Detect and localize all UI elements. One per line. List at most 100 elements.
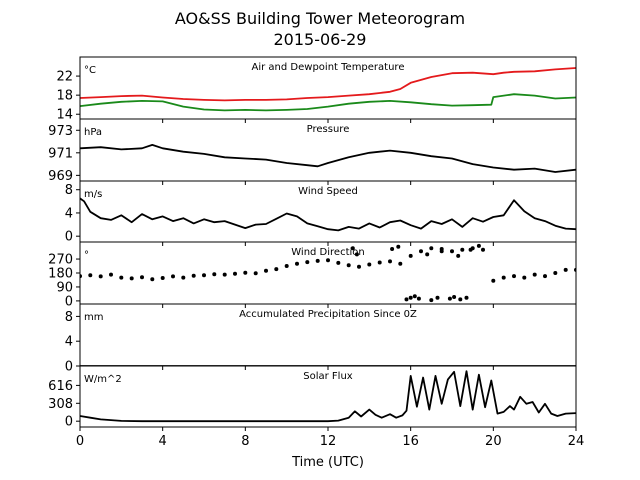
data-point [367,262,372,267]
panel-title: Pressure [307,124,350,135]
y-tick-label: 0 [65,230,73,245]
data-point [202,273,206,278]
data-point [435,295,440,300]
series-line-2-0 [80,197,576,232]
data-point [140,275,144,280]
data-point [305,260,310,265]
y-tick-label: 270 [48,253,73,268]
data-point [150,277,155,282]
panel-unit: ° [84,250,89,261]
data-point [191,273,196,278]
data-point [456,253,461,258]
data-point [222,272,227,277]
data-point [354,252,359,257]
data-point [532,272,537,277]
x-tick-label: 16 [402,434,419,449]
data-point [563,267,568,272]
x-tick-label: 12 [320,434,337,449]
panel-title: Wind Direction [291,247,365,258]
data-point [315,258,320,263]
data-point [253,271,258,276]
data-point [476,243,481,248]
data-point [468,247,473,252]
x-tick-label: 20 [485,434,502,449]
series-line-5-0 [80,370,576,423]
data-point [429,246,434,251]
x-axis: 0 4 8 12 16 20 24 [76,434,584,449]
figure-subtitle: 2015-06-29 [274,30,367,49]
x-tick-label: 8 [241,434,249,449]
data-point [264,268,268,273]
data-point [416,296,421,301]
panel-unit: mm [84,312,103,323]
panel-5: 0 308 616 Solar Flux W/m^2 [48,365,577,431]
data-point [408,253,413,258]
data-point [284,264,289,268]
data-point [419,249,423,254]
data-point [398,261,403,266]
data-point [439,249,444,254]
data-point [390,247,395,251]
panel-unit: W/m^2 [84,374,122,385]
panel-title: Solar Flux [303,371,353,382]
y-tick-label: 308 [48,397,73,412]
data-point [512,274,516,279]
data-point [460,247,465,252]
panel-unit: °C [84,65,96,76]
y-tick-label: 8 [65,183,73,198]
panel-unit: m/s [84,189,102,200]
data-point [119,275,124,280]
data-point [491,278,496,283]
data-point [243,270,248,275]
y-tick-label: 4 [65,335,73,350]
series-3-1 [350,243,481,303]
data-point [458,297,463,302]
data-point [357,264,361,269]
panel-title: Accumulated Precipitation Since 0Z [239,309,417,320]
y-tick-label: 180 [48,267,73,282]
data-point [336,260,341,265]
data-point [412,294,417,299]
y-tick-label: 616 [48,379,73,394]
panel-4: 0 4 8 Accumulated Precipitation Since 0Z mm [65,303,577,375]
data-point [501,275,506,280]
y-tick-label: 4 [65,206,73,221]
y-tick-label: 971 [48,146,73,161]
y-tick-label: 8 [65,310,73,325]
panel-unit: hPa [84,127,102,138]
data-point [88,273,93,278]
data-point [464,295,469,300]
y-tick-label: 973 [48,124,73,139]
y-tick-label: 969 [48,169,73,184]
data-point [109,272,113,277]
y-tick-label: 22 [56,70,73,85]
y-tick-label: 90 [56,280,73,295]
y-tick-label: 0 [65,294,73,309]
series-line-0-1 [80,93,576,112]
data-point [522,275,527,280]
panel-0: 14 18 22 Air and Dewpoint Temperature °C [56,56,577,123]
data-point [98,274,103,279]
y-tick-label: 0 [65,415,73,430]
data-point [388,259,392,264]
data-point [452,295,457,299]
data-point [346,263,351,268]
data-point [171,274,175,279]
data-point [233,271,237,276]
panel-1: 969 971 973 Pressure hPa [48,118,577,185]
data-point [429,298,434,303]
y-tick-label: 18 [56,89,73,104]
data-point [481,247,485,252]
data-point [181,275,186,280]
data-point [377,260,382,265]
data-point [425,252,430,257]
series-3-0 [80,246,576,283]
data-point [404,297,409,302]
series-line-1-0 [80,144,576,173]
figure-title: AO&SS Building Tower Meteorogram [175,9,465,28]
data-point [212,272,217,277]
x-tick-label: 4 [159,434,167,449]
